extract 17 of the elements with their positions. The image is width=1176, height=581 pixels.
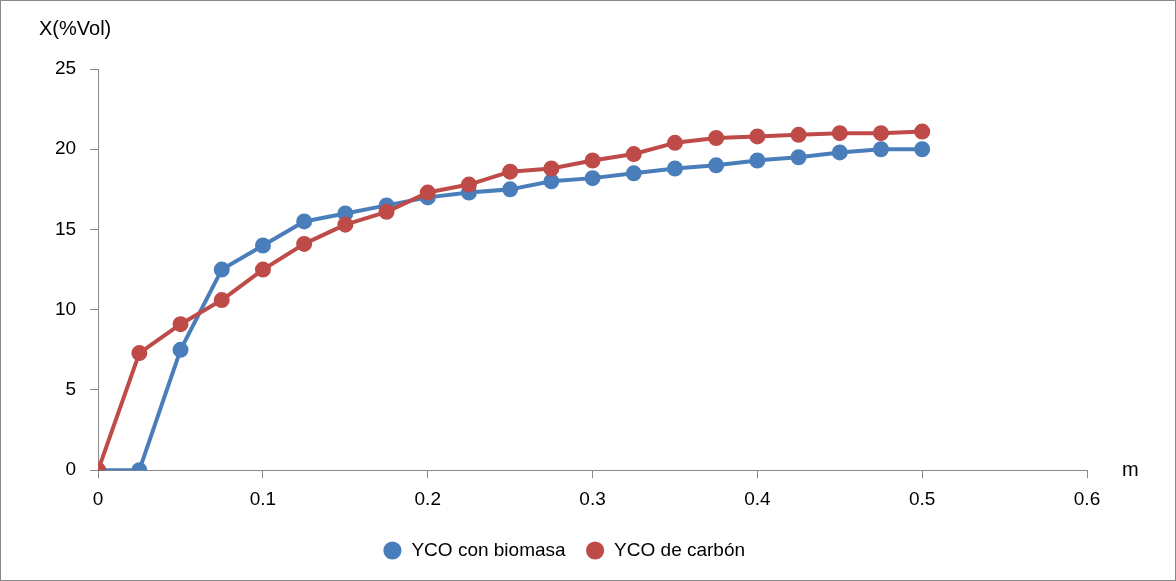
y-tick-label: 0 bbox=[65, 458, 77, 480]
x-tick-label: 0.4 bbox=[744, 487, 772, 509]
legend-label: YCO con biomasa bbox=[411, 538, 567, 560]
x-tick-label: 0 bbox=[92, 487, 104, 509]
x-tick-label: 0.3 bbox=[579, 487, 606, 509]
y-tick-label: 20 bbox=[54, 137, 77, 159]
x-tick-label: 0.1 bbox=[249, 487, 277, 509]
x-axis-title: m bbox=[1122, 457, 1139, 480]
y-tick-label: 15 bbox=[54, 217, 77, 239]
y-tick-label: 10 bbox=[54, 297, 77, 319]
x-tick-label: 0.6 bbox=[1073, 487, 1101, 509]
x-tick-label: 0.5 bbox=[908, 487, 936, 509]
y-tick-label: 25 bbox=[54, 57, 77, 79]
y-axis-title: X(%Vol) bbox=[39, 16, 112, 39]
y-tick-label: 5 bbox=[65, 378, 77, 400]
x-tick-label: 0.2 bbox=[414, 487, 441, 509]
legend-label: YCO de carbón bbox=[614, 538, 746, 560]
